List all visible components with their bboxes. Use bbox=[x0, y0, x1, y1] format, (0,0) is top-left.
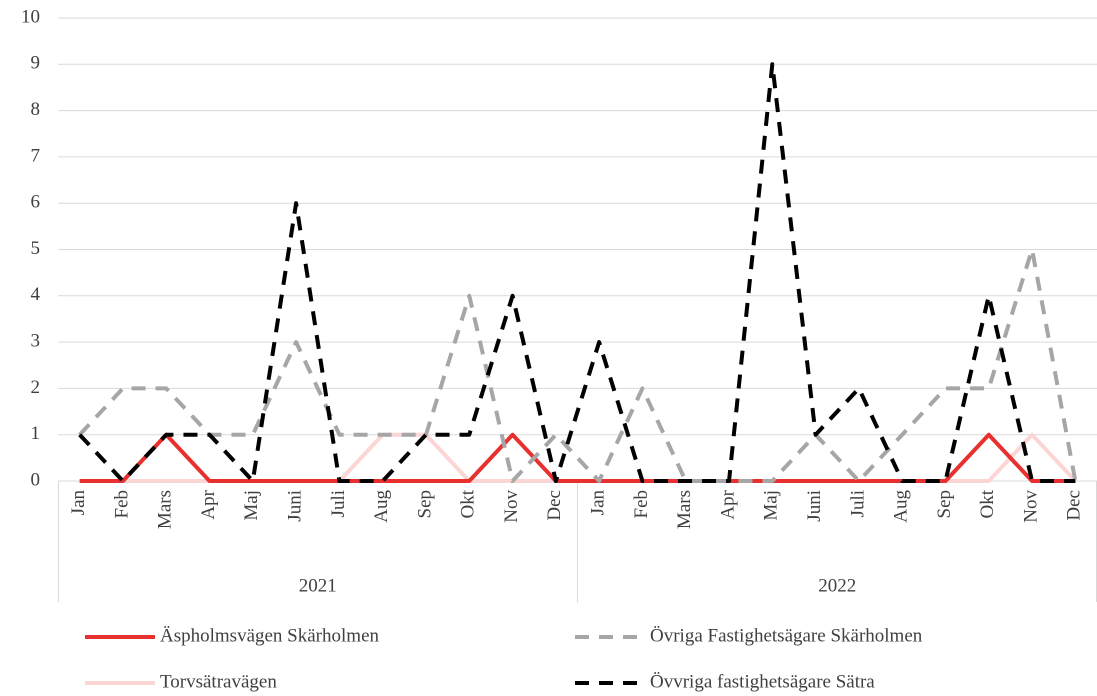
y-tick-label: 1 bbox=[31, 423, 41, 444]
x-tick-label: Feb bbox=[631, 490, 652, 519]
y-tick-label: 9 bbox=[31, 53, 41, 74]
y-tick-label: 4 bbox=[31, 284, 41, 305]
series-line bbox=[78, 247, 1078, 483]
y-tick-label: 5 bbox=[31, 238, 41, 259]
x-tick-label: Apr bbox=[198, 489, 219, 519]
x-group-label: 2021 bbox=[299, 575, 337, 596]
x-tick-label: Aug bbox=[891, 490, 912, 523]
y-tick-label: 10 bbox=[21, 6, 40, 27]
x-tick-label: Mars bbox=[155, 490, 176, 529]
legend-label: Övriga Fastighetsägare Skärholmen bbox=[650, 625, 923, 646]
legend-label: Övvriga fastighetsägare Sätra bbox=[650, 671, 875, 692]
x-tick-label: Jan bbox=[588, 490, 609, 516]
x-tick-label: Juni bbox=[284, 490, 305, 522]
y-tick-label: 8 bbox=[31, 99, 41, 120]
x-tick-label: Aug bbox=[371, 490, 392, 523]
x-tick-label: Jan bbox=[68, 490, 89, 516]
x-tick-label: Apr bbox=[717, 489, 738, 519]
x-tick-label: Juli bbox=[328, 490, 349, 517]
series-line bbox=[78, 62, 1076, 483]
legend-label: Äspholmsvägen Skärholmen bbox=[160, 625, 380, 646]
x-tick-label: Feb bbox=[111, 490, 132, 519]
y-tick-label: 0 bbox=[31, 469, 41, 490]
x-tick-label: Nov bbox=[1020, 490, 1041, 523]
x-tick-label: Maj bbox=[761, 490, 782, 521]
y-tick-label: 2 bbox=[31, 377, 41, 398]
x-tick-label: Maj bbox=[241, 490, 262, 521]
x-tick-label: Dec bbox=[544, 490, 565, 521]
x-tick-label: Sep bbox=[934, 490, 955, 519]
legend-label: Torvsätravägen bbox=[160, 671, 277, 692]
x-group-label: 2022 bbox=[818, 575, 856, 596]
x-tick-label: Okt bbox=[977, 489, 998, 518]
x-tick-label: Mars bbox=[674, 490, 695, 529]
x-tick-label: Dec bbox=[1064, 490, 1085, 521]
y-tick-label: 7 bbox=[31, 145, 41, 166]
y-tick-label: 6 bbox=[31, 192, 41, 213]
x-tick-label: Juli bbox=[847, 490, 868, 517]
x-tick-label: Juni bbox=[804, 490, 825, 522]
y-tick-label: 3 bbox=[31, 330, 41, 351]
x-tick-label: Okt bbox=[458, 489, 479, 518]
x-tick-label: Nov bbox=[501, 490, 522, 523]
x-tick-label: Sep bbox=[414, 490, 435, 519]
